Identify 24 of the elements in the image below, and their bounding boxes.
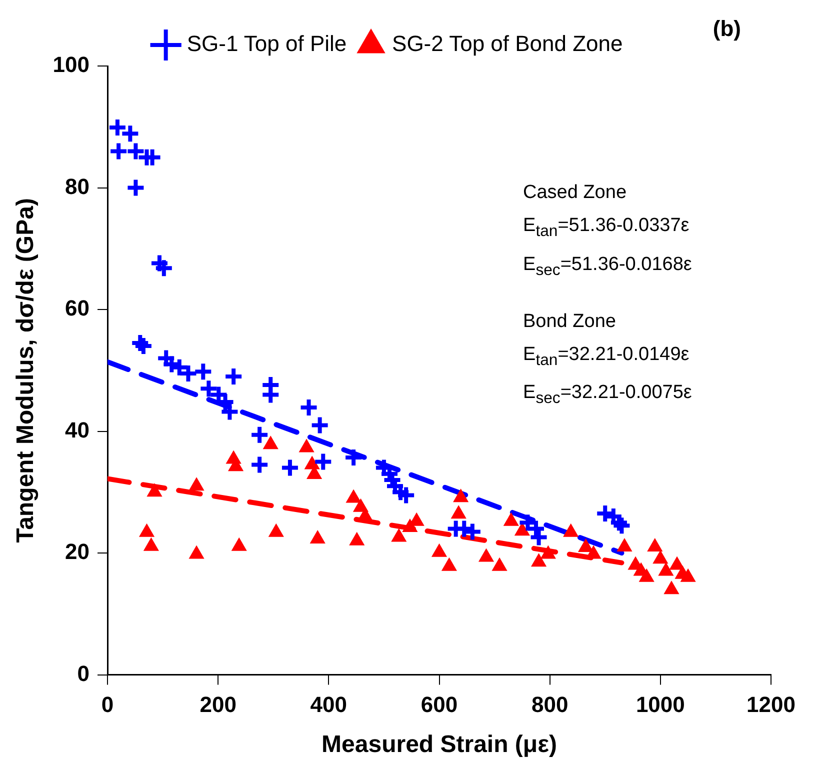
x-tick-label: 1000: [636, 692, 685, 718]
annotation: E$_{sec}$=32.21-0.0075ε: [523, 381, 692, 410]
annotation: E$_{tan}$=32.21-0.0149ε: [523, 342, 690, 370]
x-tick-label: 1200: [746, 692, 796, 718]
x-tick-label: 800: [531, 692, 568, 718]
text: (b): [712, 16, 741, 42]
x-tick-label: 400: [310, 692, 348, 718]
y-tick-label: 20: [65, 539, 90, 564]
y-tick-label: 80: [65, 174, 90, 199]
legend-label: SG-2 Top of Bond Zone: [392, 31, 623, 56]
annotation: E$_{tan}$=51.36-0.0337ε: [523, 214, 690, 242]
y-axis-title: Tangent Modulus, dσ/dε (GPa): [12, 198, 40, 543]
x-tick-label: 0: [101, 692, 114, 718]
x-tick-label: 600: [420, 692, 458, 718]
y-tick-label: 100: [52, 52, 90, 78]
x-axis-title: Measured Strain (με): [322, 731, 557, 758]
y-tick-label: 0: [77, 660, 90, 686]
y-tick-label: 40: [65, 417, 90, 442]
annotation: Bond Zone: [523, 310, 617, 334]
legend-label: SG-1 Top of Pile: [186, 31, 347, 56]
annotation: Cased Zone: [523, 181, 628, 205]
x-tick-label: 200: [200, 692, 236, 718]
y-tick-label: 60: [65, 296, 90, 321]
annotation: E$_{sec}$=51.36-0.0168ε: [523, 252, 692, 281]
